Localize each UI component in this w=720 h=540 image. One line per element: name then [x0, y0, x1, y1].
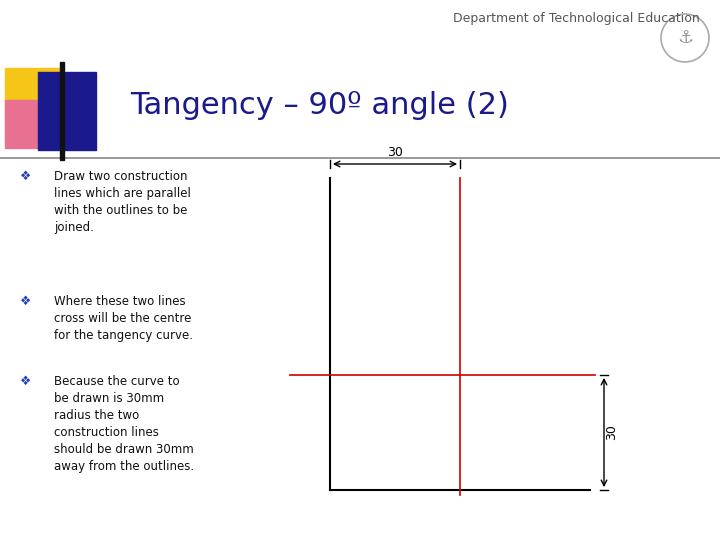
Text: Because the curve to
be drawn is 30mm
radius the two
construction lines
should b: Because the curve to be drawn is 30mm ra… — [54, 375, 194, 473]
Text: ❖: ❖ — [20, 170, 31, 183]
Text: ⚓: ⚓ — [677, 29, 693, 47]
Text: ❖: ❖ — [20, 375, 31, 388]
Text: Draw two construction
lines which are parallel
with the outlines to be
joined.: Draw two construction lines which are pa… — [54, 170, 191, 234]
Text: ❖: ❖ — [20, 295, 31, 308]
Text: 30: 30 — [387, 146, 403, 159]
Bar — [5, 100, 55, 148]
Text: Department of Technological Education: Department of Technological Education — [454, 12, 700, 25]
Text: Tangency – 90º angle (2): Tangency – 90º angle (2) — [130, 91, 509, 119]
Text: 30: 30 — [606, 424, 618, 441]
Bar — [60, 62, 64, 160]
Text: Where these two lines
cross will be the centre
for the tangency curve.: Where these two lines cross will be the … — [54, 295, 193, 342]
Bar — [5, 68, 60, 120]
Bar — [38, 72, 96, 150]
